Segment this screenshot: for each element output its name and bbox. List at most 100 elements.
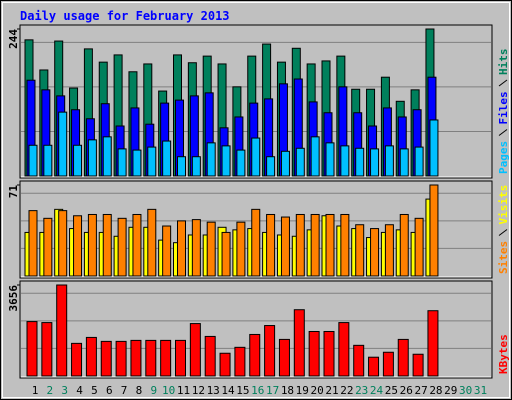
y-max-label: 71: [7, 185, 20, 199]
bar: [266, 156, 276, 177]
bar: [353, 344, 365, 377]
bar: [147, 208, 157, 277]
bar: [206, 142, 216, 177]
legend-label: Hits: [497, 49, 510, 76]
x-tick-label: 9: [150, 384, 157, 397]
bar: [204, 335, 216, 377]
bar: [162, 140, 172, 177]
bar: [236, 149, 246, 177]
bar: [325, 213, 335, 277]
bar: [295, 213, 305, 277]
bar: [384, 145, 394, 177]
legend-separator: [498, 229, 508, 236]
legend-label: Visits: [497, 185, 510, 225]
x-tick-label: 30: [459, 384, 472, 397]
x-tick-label: 6: [106, 384, 113, 397]
bar: [293, 309, 305, 377]
bar: [206, 221, 216, 277]
bar: [429, 184, 439, 277]
bar: [370, 148, 380, 177]
bar: [56, 284, 68, 377]
bar: [264, 325, 276, 377]
x-tick-label: 29: [444, 384, 457, 397]
bar: [382, 351, 394, 377]
bar: [28, 210, 38, 277]
x-tick-label: 8: [136, 384, 143, 397]
bar: [58, 111, 68, 177]
bar: [221, 231, 231, 277]
bar: [117, 217, 127, 277]
x-tick-label: 22: [340, 384, 353, 397]
bar: [191, 156, 201, 177]
bar: [251, 208, 261, 277]
legend-label: Pages: [497, 141, 510, 174]
bar: [414, 146, 424, 177]
chart-title: Daily usage for February 2013: [20, 9, 230, 23]
x-tick-label: 3: [61, 384, 68, 397]
x-tick-label: 21: [325, 384, 338, 397]
bar: [355, 224, 365, 277]
x-tick-label: 23: [355, 384, 368, 397]
bar: [132, 149, 142, 177]
bar: [191, 219, 201, 277]
bar: [295, 147, 305, 177]
x-tick-label: 14: [221, 384, 235, 397]
x-tick-label: 24: [370, 384, 384, 397]
x-tick-label: 16: [251, 384, 264, 397]
x-tick-label: 4: [76, 384, 83, 397]
bar: [338, 322, 350, 377]
x-tick-label: 27: [414, 384, 427, 397]
bar: [340, 145, 350, 177]
x-tick-label: 7: [121, 384, 128, 397]
bar: [368, 356, 380, 377]
x-tick-label: 18: [281, 384, 294, 397]
bar: [87, 213, 97, 277]
bar: [160, 339, 172, 377]
x-tick-label: 15: [236, 384, 249, 397]
y-max-label: 3656: [7, 285, 20, 312]
bar: [177, 220, 186, 277]
legend-label: KBytes: [497, 334, 510, 374]
bar: [355, 147, 365, 177]
bar: [162, 225, 172, 277]
bar: [117, 148, 127, 177]
bar: [323, 330, 335, 377]
bar: [147, 146, 157, 177]
x-tick-label: 10: [162, 384, 175, 397]
x-tick-label: 25: [385, 384, 398, 397]
bar: [234, 346, 246, 377]
bar: [414, 217, 424, 277]
bar: [384, 224, 394, 277]
bar: [130, 339, 142, 377]
legend-separator: [498, 79, 508, 87]
bar: [145, 339, 157, 377]
x-tick-label: 31: [474, 384, 487, 397]
bar: [370, 228, 380, 277]
x-tick-label: 13: [207, 384, 220, 397]
bar: [189, 323, 201, 377]
bar: [102, 213, 112, 277]
bar: [251, 137, 261, 177]
bar: [399, 213, 409, 277]
bar: [85, 336, 97, 377]
bar: [87, 139, 97, 177]
legend-label: Files: [497, 91, 510, 124]
bar: [28, 144, 38, 177]
bar: [249, 333, 261, 377]
bar: [177, 156, 186, 177]
bar: [397, 338, 409, 377]
legend-separator: [498, 129, 508, 136]
bar: [26, 321, 38, 377]
bar: [280, 150, 290, 177]
bar: [43, 217, 53, 277]
bar: [278, 338, 290, 377]
bar: [115, 340, 127, 377]
bar: [427, 310, 439, 377]
x-tick-label: 20: [311, 384, 324, 397]
x-tick-label: 12: [192, 384, 205, 397]
bar: [429, 119, 439, 177]
bar: [43, 144, 53, 177]
bar: [132, 213, 142, 277]
bar: [71, 342, 83, 377]
